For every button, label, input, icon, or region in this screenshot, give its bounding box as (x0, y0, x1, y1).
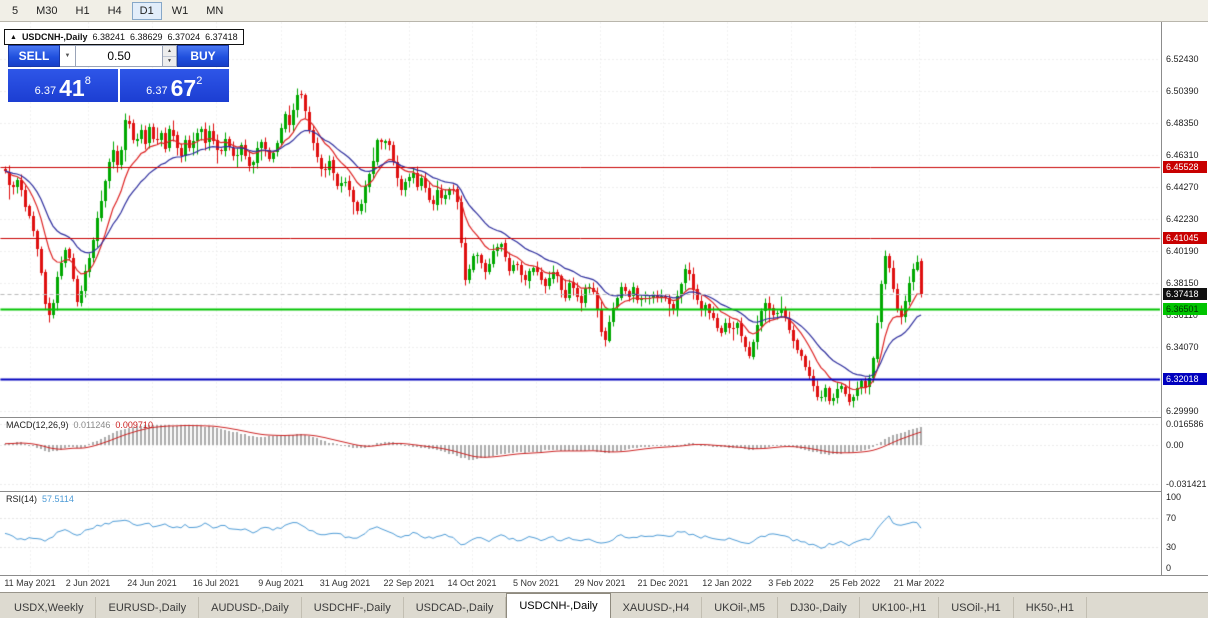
panel-separator-macd[interactable] (0, 417, 1208, 418)
rsi-axis-label: 70 (1166, 513, 1177, 524)
chart-tab-usoil-h1[interactable]: USOil-,H1 (939, 597, 1014, 618)
date-axis-label: 12 Jan 2022 (702, 578, 752, 588)
timeframe-button-h4[interactable]: H4 (107, 4, 122, 17)
date-axis-label: 11 May 2021 (4, 578, 56, 588)
price-axis-label: 6.34070 (1166, 342, 1199, 352)
bar-open-value: 6.38241 (92, 32, 125, 42)
price-chart-canvas[interactable] (0, 22, 1208, 575)
chart-tab-usdx-weekly[interactable]: USDX,Weekly (2, 597, 97, 618)
timeframe-button-m30[interactable]: M30 (36, 4, 58, 17)
price-axis-label: 6.44270 (1166, 182, 1199, 192)
sell-price-sup: 8 (84, 75, 91, 87)
date-axis-label: 16 Jul 2021 (192, 578, 240, 588)
hline-price-tag: 6.36501 (1163, 302, 1207, 315)
volume-input[interactable] (76, 45, 163, 67)
price-axis-label: 6.40190 (1166, 246, 1199, 256)
chart-tab-usdcnh-daily[interactable]: USDCNH-,Daily (506, 593, 611, 618)
price-axis-label: 6.36110 (1166, 310, 1198, 320)
timeframe-toolbar: 5 M30 H1 H4 D1 W1 MN (0, 0, 1208, 22)
price-axis-label: 6.38150 (1166, 278, 1199, 288)
chart-tab-hk50-h1[interactable]: HK50-,H1 (1014, 597, 1088, 618)
sell-price-prefix: 6.37 (34, 85, 57, 97)
price-axis-label: 6.48350 (1166, 118, 1199, 128)
panel-separator-rsi[interactable] (0, 491, 1208, 492)
hline-price-tag: 6.32018 (1163, 373, 1207, 386)
date-axis-label: 31 Aug 2021 (319, 578, 371, 588)
timeframe-button-5[interactable]: 5 (12, 4, 19, 17)
macd-axis-label: 0.00 (1166, 440, 1184, 450)
chart-tab-usdchf-daily[interactable]: USDCHF-,Daily (302, 597, 404, 618)
chart-tab-eurusd-daily[interactable]: EURUSD-,Daily (96, 597, 200, 618)
volume-dropdown-button[interactable]: ▼ (60, 45, 76, 67)
date-axis-label: 25 Feb 2022 (829, 578, 881, 588)
rsi-name: RSI(14) (6, 494, 38, 504)
buy-price-button[interactable]: 6.37 67 2 (119, 69, 229, 102)
date-axis-label: 14 Oct 2021 (447, 578, 497, 588)
bar-close-value: 6.37418 (205, 32, 238, 42)
rsi-axis-label: 0 (1166, 563, 1172, 573)
volume-stepper: ▲ ▼ (163, 45, 177, 67)
rsi-value: 57.5114 (42, 494, 74, 504)
macd-axis-label: -0.031421 (1166, 478, 1207, 489)
date-axis-label: 22 Sep 2021 (383, 578, 435, 588)
chart-title-box: ▲ USDCNH-,Daily 6.38241 6.38629 6.37024 … (4, 29, 244, 45)
date-axis-label: 21 Dec 2021 (637, 578, 689, 588)
spin-down-icon: ▼ (167, 58, 172, 65)
hline-price-tag: 6.45528 (1163, 161, 1207, 174)
timeframe-button-w1[interactable]: W1 (171, 4, 189, 17)
chart-tab-ukoil-m5[interactable]: UKOil-,M5 (702, 597, 778, 618)
price-axis-label: 6.50390 (1166, 86, 1199, 96)
chart-tab-xauusd-h4[interactable]: XAUUSD-,H4 (611, 597, 703, 618)
date-axis-label: 3 Feb 2022 (768, 578, 814, 588)
buy-button[interactable]: BUY (177, 45, 229, 67)
date-axis-label: 5 Nov 2021 (512, 578, 560, 588)
date-axis-label: 21 Mar 2022 (893, 578, 945, 588)
date-axis-label: 9 Aug 2021 (258, 578, 304, 588)
buy-price-prefix: 6.37 (146, 85, 168, 97)
date-axis-label: 24 Jun 2021 (127, 578, 177, 588)
panel-separator-dates (0, 575, 1208, 576)
macd-value-2: 0.009710 (115, 420, 153, 430)
date-axis-label: 2 Jun 2021 (65, 578, 111, 588)
sell-price-main: 41 (59, 75, 85, 101)
chart-tab-audusd-daily[interactable]: AUDUSD-,Daily (199, 597, 302, 618)
date-axis-label: 29 Nov 2021 (574, 578, 626, 588)
chart-tabs-bar: USDX,Weekly EURUSD-,Daily AUDUSD-,Daily USD… (0, 592, 1208, 618)
timeframe-button-h1[interactable]: H1 (75, 4, 90, 17)
one-click-trading-panel: SELL ▼ ▲ ▼ BUY 6.37 41 8 6.37 67 2 (8, 45, 229, 102)
buy-price-sup: 2 (196, 75, 203, 87)
macd-axis-label: 0.016586 (1166, 419, 1204, 430)
price-axis-label: 6.29990 (1166, 406, 1199, 416)
chart-tab-usdcad-daily[interactable]: USDCAD-,Daily (404, 597, 507, 618)
chart-symbol-label: USDCNH-,Daily (21, 32, 88, 42)
spin-up-icon: ▲ (167, 47, 172, 54)
hline-price-tag: 6.41045 (1163, 231, 1207, 244)
price-axis-label: 6.46310 (1166, 150, 1199, 160)
date-axis[interactable]: 11 May 2021 2 Jun 2021 24 Jun 2021 16 Jul 2… (0, 576, 1161, 591)
price-scale[interactable]: 6.52430 6.50390 6.48350 6.46310 6.44270 6.422… (1161, 22, 1208, 575)
volume-decrease-button[interactable]: ▼ (163, 56, 176, 66)
current-price-tag: 6.37418 (1163, 288, 1207, 301)
macd-indicator-label: MACD(12,26,9) 0.011246 0.009710 (6, 420, 153, 430)
price-axis-label: 6.42230 (1166, 214, 1199, 224)
buy-price-main: 67 (170, 75, 197, 101)
price-axis-label: 6.52430 (1166, 54, 1199, 64)
sell-button[interactable]: SELL (8, 45, 60, 67)
bar-high-value: 6.38629 (130, 32, 163, 42)
dropdown-arrow-icon: ▼ (64, 53, 71, 59)
chart-tab-dj30-daily[interactable]: DJ30-,Daily (778, 597, 860, 618)
chart-tab-uk100-h1[interactable]: UK100-,H1 (860, 597, 940, 618)
rsi-axis-label: 30 (1166, 541, 1177, 552)
macd-name: MACD(12,26,9) (6, 420, 69, 430)
rsi-axis-label: 100 (1166, 492, 1182, 502)
macd-value-1: 0.011246 (73, 420, 111, 430)
rsi-indicator-label: RSI(14) 57.5114 (6, 494, 74, 504)
collapse-triangle-icon[interactable]: ▲ (10, 33, 17, 41)
bar-low-value: 6.37024 (167, 32, 201, 42)
timeframe-button-d1[interactable]: D1 (131, 1, 162, 20)
sell-price-button[interactable]: 6.37 41 8 (8, 69, 118, 102)
timeframe-button-mn[interactable]: MN (206, 4, 224, 17)
volume-increase-button[interactable]: ▲ (163, 46, 176, 57)
